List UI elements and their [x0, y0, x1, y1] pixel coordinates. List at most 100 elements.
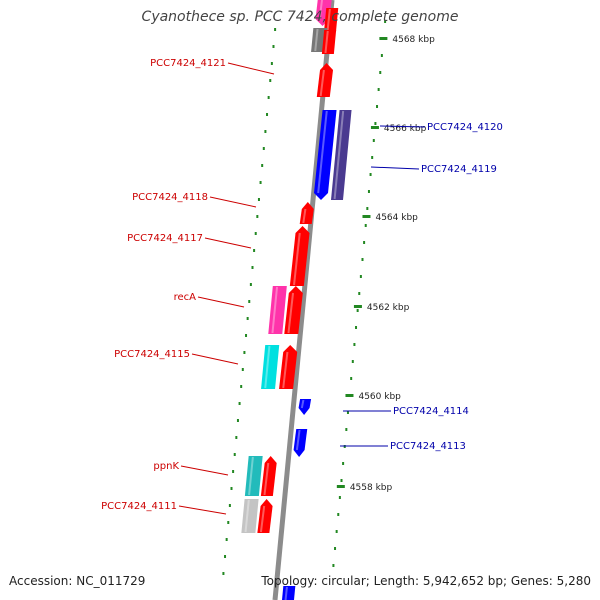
tick-dot	[334, 547, 337, 550]
gene-leader-line	[209, 196, 257, 208]
tick-dot	[227, 521, 230, 524]
gene-highlight	[259, 505, 266, 533]
tick-dot	[261, 164, 264, 167]
tick-dot	[230, 487, 233, 490]
gene-highlight	[300, 399, 305, 409]
tick-dot	[241, 368, 244, 371]
gene-feature	[321, 30, 337, 54]
tick-dot	[254, 232, 257, 235]
tick-dot	[332, 564, 335, 567]
tick-dot	[372, 139, 375, 142]
gene-highlight	[333, 110, 345, 200]
summary-text: Topology: circular; Length: 5,942,652 bp…	[261, 574, 591, 588]
tick-dot	[222, 572, 225, 575]
tick-dot	[351, 360, 354, 363]
gene-feature	[284, 286, 303, 334]
gene-label: PCC7424_4114	[393, 406, 469, 417]
gene-feature	[268, 286, 287, 334]
tick-dot	[366, 207, 369, 210]
gene-leader-line	[370, 166, 420, 170]
gene-highlight	[317, 110, 328, 194]
gene-highlight	[318, 0, 323, 20]
gene-highlight	[248, 456, 254, 496]
gene-label: PCC7424_4113	[390, 441, 466, 452]
gene-feature	[241, 499, 259, 533]
scale-label: 4558 kbp	[350, 483, 393, 493]
tick-dot	[225, 538, 228, 541]
gene-highlight	[271, 286, 279, 334]
tick-dot	[356, 309, 359, 312]
tick-dot	[376, 105, 379, 108]
tick-dot	[355, 326, 358, 329]
gene-highlight	[293, 232, 301, 286]
tick-dot	[272, 45, 275, 48]
gene-feature	[257, 499, 273, 533]
tick-dot	[359, 275, 362, 278]
gene-leader-line	[180, 465, 229, 476]
gene-leader-line	[379, 125, 426, 128]
tick-dot	[267, 96, 270, 99]
tick-dots	[222, 20, 387, 575]
gene-label: PCC7424_4119	[421, 164, 497, 175]
tick-dot	[337, 513, 340, 516]
tick-dot	[240, 385, 243, 388]
tick-dot	[346, 411, 349, 414]
gene-highlight	[326, 8, 331, 32]
accession-text: Accession: NC_011729	[9, 574, 146, 588]
tick-dot	[371, 156, 374, 159]
scale-tick	[370, 126, 379, 129]
scale-label: 4568 kbp	[392, 35, 435, 45]
tick-dot	[266, 113, 269, 116]
gene-label: PCC7424_4117	[127, 233, 203, 244]
tick-dot	[274, 28, 277, 31]
gene-highlight	[282, 351, 289, 389]
tick-dot	[364, 224, 367, 227]
gene-leader-line	[227, 62, 275, 75]
tick-dot	[245, 334, 248, 337]
scale-tick	[336, 485, 345, 488]
tick-dot	[380, 54, 383, 57]
tick-dot	[249, 283, 252, 286]
tick-dot	[248, 300, 251, 303]
gene-feature	[260, 456, 277, 496]
gene-feature	[244, 456, 263, 496]
gene-feature	[316, 63, 334, 97]
tick-dot	[259, 181, 262, 184]
gene-highlight	[314, 28, 319, 52]
gene-highlight	[264, 345, 271, 389]
gene-feature	[298, 399, 312, 415]
tick-dot	[253, 249, 256, 252]
gene-highlight	[287, 292, 295, 334]
tick-dot	[233, 453, 236, 456]
tick-dot	[335, 530, 338, 533]
gene-feature	[299, 202, 314, 224]
gene-highlight	[263, 462, 270, 496]
tick-dot	[342, 462, 345, 465]
tick-dot	[361, 258, 364, 261]
scale-tick	[379, 37, 388, 40]
gene-feature	[314, 110, 337, 200]
tick-dot	[257, 198, 260, 201]
label-layer: 4568 kbp 4566 kbp 4564 kbp 4562 kbp 4560 kbp…	[101, 35, 503, 515]
backbone-layer	[272, 0, 335, 600]
tick-dot	[262, 147, 265, 150]
gene-label: PCC7424_4121	[150, 58, 226, 69]
tick-dot	[232, 470, 235, 473]
tick-dot	[251, 266, 254, 269]
gene-label: ppnK	[153, 461, 179, 472]
scale-label: 4564 kbp	[375, 213, 418, 223]
tick-dot	[264, 130, 267, 133]
gene-leader-line	[197, 296, 245, 308]
scale-tick	[345, 394, 354, 397]
gene-leader-line	[191, 353, 239, 365]
gene-feature	[289, 226, 310, 286]
tick-dot	[363, 241, 366, 244]
tick-dot	[377, 88, 380, 91]
gene-feature	[293, 429, 308, 457]
gene-highlight	[324, 30, 329, 54]
gene-label: PCC7424_4118	[132, 192, 208, 203]
gene-feature	[279, 345, 298, 389]
tick-dot	[379, 71, 382, 74]
gene-label: PCC7424_4120	[427, 122, 503, 133]
